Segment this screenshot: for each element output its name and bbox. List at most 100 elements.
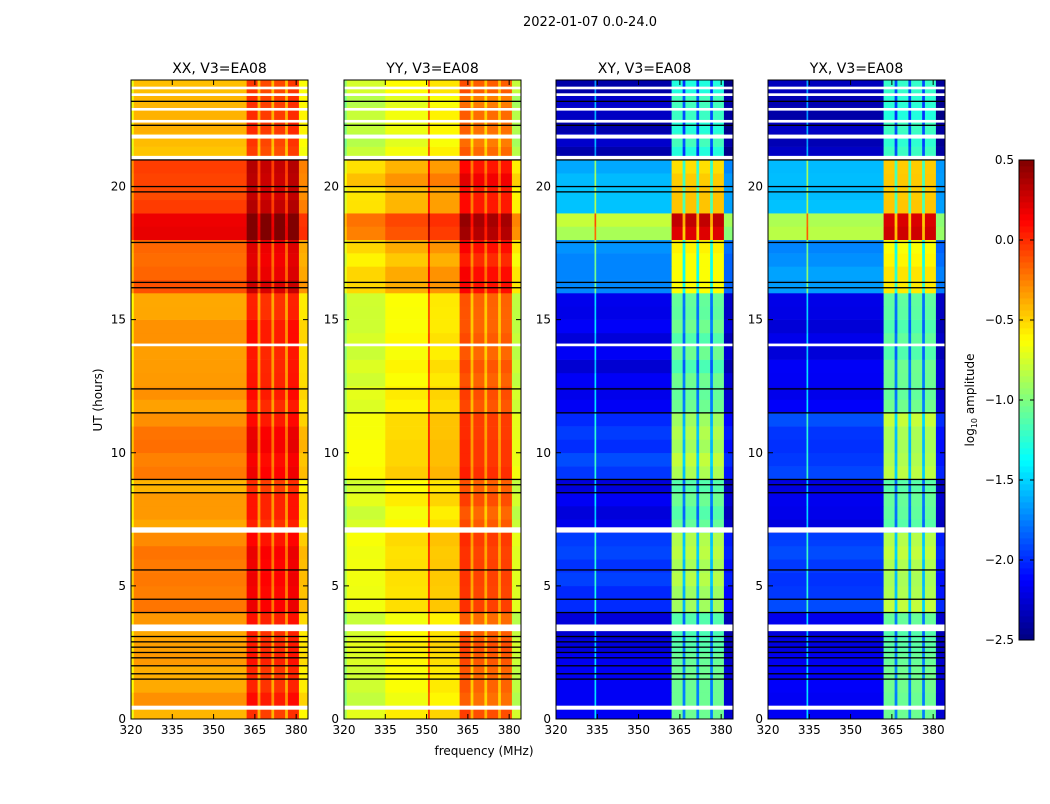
flag-line — [556, 569, 733, 571]
heatmap-cell — [298, 93, 309, 107]
colorbar-segment — [1019, 184, 1034, 191]
heatmap-cell — [671, 346, 683, 360]
heatmap-cell — [246, 639, 258, 653]
heatmap-cell — [808, 426, 884, 440]
heatmap-cell — [712, 372, 725, 387]
heatmap-cell — [908, 705, 912, 720]
heatmap-cell — [594, 253, 597, 267]
heatmap-cell — [908, 186, 912, 201]
heatmap-cell — [935, 519, 946, 533]
heatmap-cell — [883, 585, 895, 600]
heatmap-cell — [500, 346, 513, 360]
heatmap-cell — [808, 665, 884, 680]
x-tick-label: 380 — [285, 723, 308, 737]
heatmap-cell — [470, 399, 474, 414]
heatmap-cell — [257, 226, 261, 241]
heatmap-cell — [908, 386, 912, 400]
heatmap-cell — [699, 599, 711, 613]
heatmap-cell — [133, 279, 247, 294]
heatmap-cell — [712, 652, 725, 667]
heatmap-cell — [131, 519, 135, 533]
heatmap-cell — [298, 199, 309, 214]
heatmap-cell — [257, 519, 261, 533]
heatmap-cell — [287, 412, 300, 427]
heatmap-cell — [133, 213, 247, 227]
heatmap-cell — [806, 106, 809, 121]
flag-line — [131, 598, 308, 600]
flag-line — [556, 241, 733, 244]
heatmap-cell — [498, 692, 502, 706]
heatmap-cell — [594, 572, 597, 587]
heatmap-cell — [911, 519, 923, 533]
y-tick-label: 5 — [543, 579, 551, 593]
heatmap-cell — [935, 426, 946, 440]
heatmap-cell — [427, 439, 431, 454]
heatmap-cell — [897, 399, 909, 414]
heatmap-cell — [344, 186, 348, 201]
heatmap-cell — [908, 545, 912, 560]
heatmap-cell — [133, 545, 247, 560]
heatmap-cell — [484, 266, 488, 280]
heatmap-cell — [556, 545, 595, 560]
heatmap-cell — [487, 293, 499, 307]
heatmap-cell — [556, 532, 595, 547]
heatmap-cell — [131, 293, 135, 307]
heatmap-cell — [131, 412, 135, 427]
heatmap-cell — [498, 279, 502, 294]
heatmap-cell — [133, 532, 247, 547]
heatmap-cell — [484, 426, 488, 440]
heatmap-cell — [131, 599, 135, 613]
heatmap-cell — [924, 652, 937, 667]
colorbar-segment — [1019, 622, 1034, 629]
heatmap-cell — [897, 119, 909, 134]
colorbar-segment — [1019, 526, 1034, 533]
heatmap-cell — [344, 572, 348, 587]
x-tick-label: 320 — [333, 723, 356, 737]
heatmap-cell — [473, 506, 485, 520]
heatmap-cell — [723, 293, 734, 307]
heatmap-cell — [699, 399, 711, 414]
heatmap-cell — [287, 346, 300, 360]
heatmap-cell — [260, 479, 272, 493]
flag-line — [344, 569, 521, 571]
heatmap-cell — [908, 452, 912, 467]
heatmap-cell — [808, 572, 884, 587]
heatmap-cell — [274, 705, 286, 720]
heatmap-cell — [883, 572, 895, 587]
heatmap-cell — [429, 386, 460, 400]
heatmap-cell — [710, 319, 714, 334]
heatmap-cell — [470, 439, 474, 454]
flag-line — [344, 635, 521, 638]
heatmap-cell — [484, 466, 488, 480]
heatmap-cell — [427, 519, 431, 533]
heatmap-cell — [935, 479, 946, 493]
heatmap-cell — [596, 372, 672, 387]
heatmap-cell — [924, 306, 937, 320]
heatmap-cell — [911, 679, 923, 693]
colorbar-segment — [1019, 598, 1034, 605]
heatmap-cell — [246, 612, 258, 627]
colorbar-segment — [1019, 172, 1034, 179]
heatmap-cell — [596, 612, 672, 627]
heatmap-cell — [287, 399, 300, 414]
heatmap-cell — [287, 186, 300, 201]
heatmap-cell — [556, 572, 595, 587]
heatmap-cell — [470, 239, 474, 254]
heatmap-cell — [131, 306, 135, 320]
flag-line — [556, 651, 733, 654]
heatmap-cell — [596, 253, 672, 267]
heatmap-cell — [808, 93, 884, 107]
heatmap-cell — [385, 372, 429, 387]
heatmap-cell — [285, 639, 289, 653]
heatmap-cell — [427, 173, 431, 187]
heatmap-cell — [883, 705, 895, 720]
heatmap-cell — [260, 106, 272, 121]
heatmap-cell — [500, 199, 513, 214]
heatmap-cell — [696, 452, 700, 467]
heatmap-cell — [484, 559, 488, 573]
heatmap-cell — [897, 665, 909, 680]
heatmap-cell — [935, 559, 946, 573]
heatmap-cell — [484, 146, 488, 161]
heatmap-cell — [473, 545, 485, 560]
flag-line — [131, 678, 308, 680]
